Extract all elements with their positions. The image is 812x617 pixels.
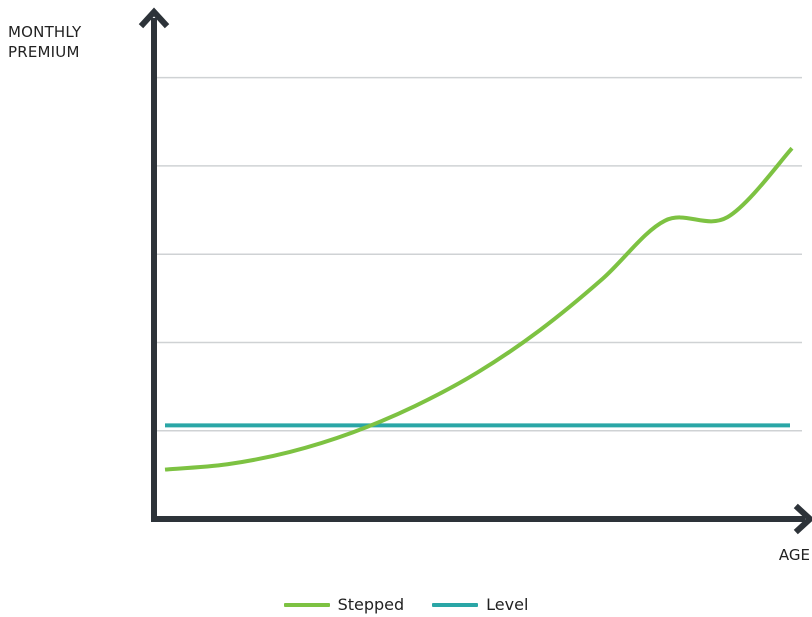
x-axis-label: AGE	[778, 546, 810, 564]
grid-lines	[157, 76, 802, 432]
y-axis-label-line-2: PREMIUM	[8, 43, 80, 61]
axes	[138, 7, 812, 535]
legend-swatch-level	[432, 602, 479, 607]
y-axis-arrow	[138, 7, 170, 29]
y-axis-label: MONTHLY PREMIUM	[8, 22, 81, 62]
y-axis-label-line-1: MONTHLY	[8, 23, 82, 41]
legend-item-level: Level	[432, 595, 528, 614]
series-layer	[164, 146, 794, 472]
legend-label-stepped: Stepped	[337, 595, 405, 614]
legend-swatch-stepped	[283, 602, 330, 607]
legend-item-stepped: Stepped	[283, 595, 405, 614]
legend: Stepped Level	[0, 595, 812, 614]
x-axis-arrow	[793, 503, 812, 535]
legend-label-level: Level	[486, 595, 529, 614]
series-line-stepped	[164, 146, 794, 472]
